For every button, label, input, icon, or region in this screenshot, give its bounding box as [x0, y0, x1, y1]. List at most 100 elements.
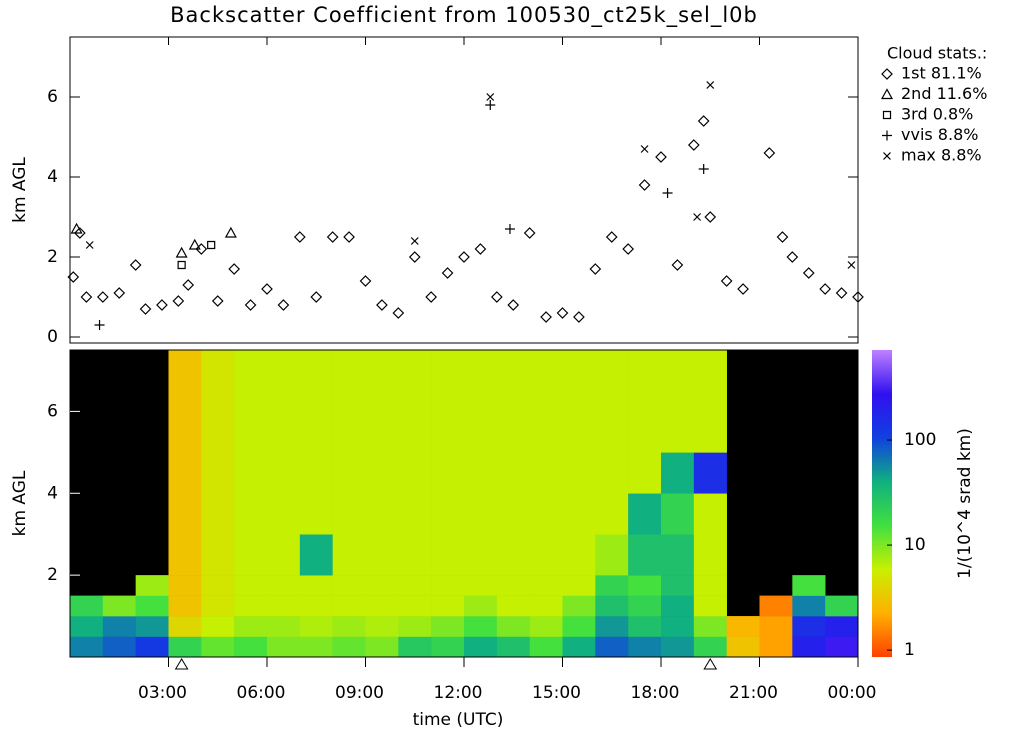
heatmap-cell [135, 595, 169, 617]
heatmap-cell [234, 350, 268, 412]
point [605, 231, 618, 243]
legend-marker [882, 110, 892, 120]
heatmap-cell [332, 350, 366, 412]
heatmap-cell [595, 411, 629, 453]
heatmap-cell [628, 350, 662, 412]
heatmap-cell [529, 534, 563, 576]
axis-marker [174, 658, 189, 670]
point [67, 271, 80, 283]
heatmap-cell [234, 493, 268, 535]
point [763, 147, 776, 159]
heatmap-cell [562, 636, 596, 658]
heatmap-cell [332, 616, 366, 637]
heatmap-cell [168, 534, 202, 576]
point [507, 299, 520, 311]
point [359, 275, 372, 287]
heatmap-cell [431, 534, 465, 576]
heatmap-cell [661, 350, 695, 412]
heatmap-cell [726, 616, 760, 637]
point [326, 231, 339, 243]
heatmap-cell [234, 575, 268, 596]
heatmap-cell [102, 616, 136, 637]
point [96, 291, 109, 303]
point [343, 231, 355, 243]
legend-label: 2nd 11.6% [901, 84, 987, 103]
heatmap-cell [299, 452, 333, 494]
point [835, 287, 848, 299]
heatmap-cell [299, 636, 333, 658]
heatmap-cell [464, 493, 498, 535]
heatmap-cell [398, 636, 432, 658]
heatmap-cell [496, 636, 530, 658]
heatmap-cell [201, 575, 235, 596]
y-tick-label: 2 [47, 565, 58, 585]
point [70, 222, 83, 234]
heatmap-cell [168, 411, 202, 453]
y-tick-label: 4 [47, 483, 58, 503]
heatmap-cell [431, 411, 465, 453]
point [706, 81, 715, 89]
heatmap-cell [201, 636, 235, 658]
heatmap-cell [332, 493, 366, 535]
heatmap-cell [825, 616, 859, 637]
heatmap-cell [693, 411, 727, 453]
heatmap-cell [693, 616, 727, 637]
heatmap-cell [562, 534, 596, 576]
point [474, 243, 487, 255]
heatmap-cell [299, 575, 333, 596]
heatmap-cell [135, 616, 169, 637]
point [540, 311, 552, 323]
heatmap-cell [693, 452, 727, 494]
heatmap-cell [628, 411, 662, 453]
heatmap-cell [267, 616, 301, 637]
heatmap-cell [299, 534, 333, 576]
point [408, 251, 421, 263]
colorbar-tick-label: 1 [904, 640, 915, 660]
heatmap-cell [464, 534, 498, 576]
heatmap-cell [365, 534, 399, 576]
point [94, 320, 105, 330]
heatmap-cell [595, 595, 629, 617]
heatmap-cell [529, 493, 563, 535]
heatmap-cell [628, 493, 662, 535]
heatmap-cell [267, 595, 301, 617]
heatmap-cell [464, 411, 498, 453]
heatmap-cell [299, 411, 333, 453]
axis-marker [703, 658, 718, 670]
x-tick-label: 00:00 [828, 683, 877, 703]
heatmap-cell [661, 411, 695, 453]
heatmap-cell [431, 452, 465, 494]
heatmap-cell [464, 452, 498, 494]
heatmap-cell [267, 452, 301, 494]
heatmap-cell [365, 350, 399, 412]
point [211, 295, 224, 307]
heatmap-cell [661, 493, 695, 535]
heatmap-cell [201, 595, 235, 617]
point [573, 311, 585, 323]
heatmap-cell [562, 616, 596, 637]
heatmap-cell [365, 575, 399, 596]
legend-marker [880, 88, 894, 100]
point [786, 251, 799, 263]
colorbar [872, 350, 892, 657]
heatmap-cell [693, 493, 727, 535]
point [129, 259, 142, 271]
point [662, 188, 673, 198]
legend-marker [881, 68, 893, 80]
y-axis-label: km AGL [10, 157, 30, 223]
colorbar-label: 1/(10^4 srad km) [955, 428, 975, 579]
heatmap-cell [693, 534, 727, 576]
point [410, 237, 419, 245]
point [139, 303, 152, 315]
point [776, 231, 789, 243]
heatmap-cell [693, 575, 727, 596]
x-axis-label: time (UTC) [413, 710, 504, 730]
heatmap-cell [628, 575, 662, 596]
heatmap-cell [792, 616, 826, 637]
x-tick-label: 03:00 [138, 683, 187, 703]
heatmap-cell [332, 452, 366, 494]
heatmap-cell [70, 636, 104, 658]
point [172, 295, 185, 307]
heatmap-cell [529, 636, 563, 658]
